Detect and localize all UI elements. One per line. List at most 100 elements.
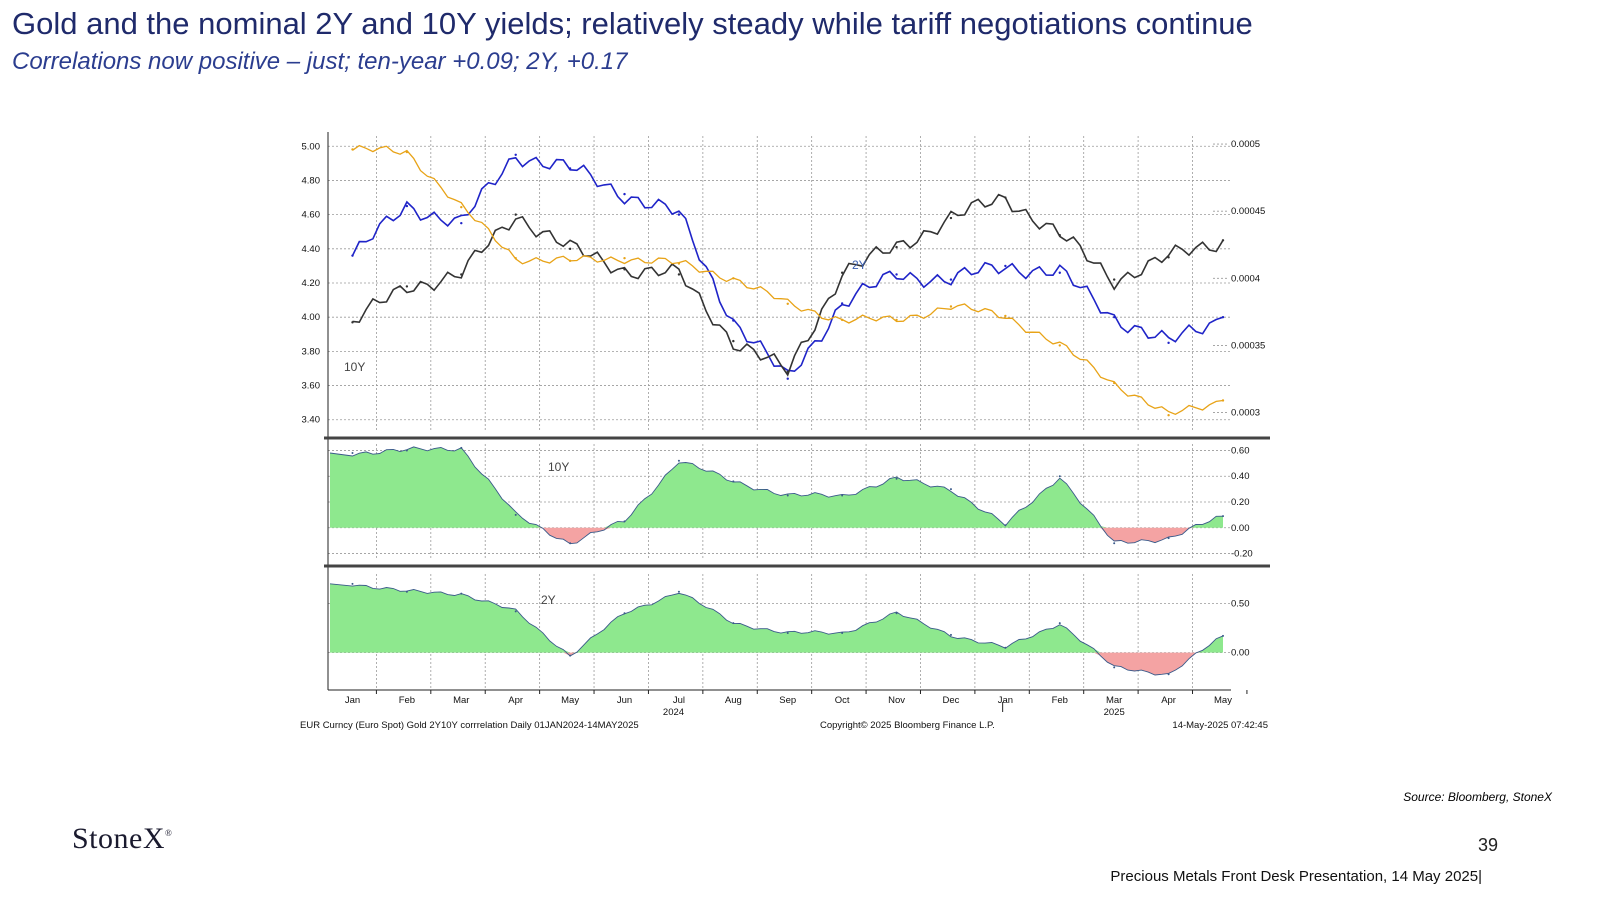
data-point <box>514 256 517 260</box>
corr-2y-point <box>895 612 898 615</box>
series-line-10y <box>352 193 1224 377</box>
left-axis-tick-label: 4.80 <box>302 175 321 186</box>
price-lines <box>351 144 1225 417</box>
data-point <box>732 319 735 322</box>
corr-2y-positive-area <box>330 583 1223 653</box>
corr-10y-point <box>623 520 626 523</box>
corr-10y-point <box>1167 537 1170 540</box>
x-tick-label: May <box>1214 695 1232 706</box>
data-point <box>568 259 572 263</box>
corr-10y-point <box>841 494 844 497</box>
data-point <box>677 213 681 216</box>
logo-text: StoneX <box>72 822 165 855</box>
corr-10y-point <box>569 542 572 545</box>
data-point <box>514 213 517 216</box>
x-tick-label: Jan <box>345 695 360 706</box>
data-point <box>895 318 898 322</box>
data-point <box>1221 239 1225 242</box>
data-point <box>623 192 626 196</box>
corr-2y-tick-label: 0.00 <box>1231 648 1250 659</box>
corr-10y-tick-label: 0.40 <box>1231 471 1250 482</box>
data-point <box>1058 271 1061 274</box>
x-tick-label: Feb <box>1052 695 1068 706</box>
corr-10y-line <box>329 446 1224 545</box>
series-line-right-axis <box>352 144 1224 416</box>
data-point <box>623 256 626 260</box>
annotation-2y-price: 2Y <box>852 258 867 272</box>
data-point <box>949 216 953 220</box>
corr-2y-point <box>514 610 517 613</box>
data-point <box>460 221 463 225</box>
corr-2y-negative-area <box>330 652 1223 675</box>
source-note: Source: Bloomberg, StoneX <box>1403 790 1552 804</box>
data-point <box>677 273 681 276</box>
data-point <box>405 285 409 288</box>
corr-10y-point <box>895 477 898 480</box>
x-tick-label: Jul <box>673 695 685 706</box>
corr-10y-point <box>1222 515 1224 518</box>
left-axis-tick-label: 3.80 <box>302 346 321 357</box>
slide-subtitle: Correlations now positive – just; ten-ye… <box>12 48 628 75</box>
bloomberg-chart: 5.00 4.80 4.60 4.40 4.20 4.00 3.80 3.60 3.40 0.00… <box>300 132 1270 731</box>
data-point <box>568 167 572 170</box>
data-point <box>677 262 681 265</box>
data-point <box>949 305 953 308</box>
year-label-2025: 2025 <box>1104 707 1125 718</box>
corr-2y-tick-label: 0.50 <box>1231 598 1250 609</box>
stonex-logo: StoneX® <box>72 822 172 856</box>
data-point <box>405 150 409 154</box>
data-point <box>840 271 844 274</box>
data-point <box>895 245 898 249</box>
x-tick-label: Oct <box>835 695 850 706</box>
data-point <box>786 377 789 380</box>
corr-10y-point <box>1113 542 1116 545</box>
corr-2y-point <box>623 612 626 615</box>
x-tick-label: Mar <box>453 695 469 706</box>
x-tick-label: May <box>561 695 579 706</box>
corr-2y-point <box>1222 634 1224 637</box>
x-tick-label: Dec <box>943 695 960 706</box>
corr-2y-point <box>1058 622 1061 625</box>
corr-10y-negative-area <box>330 527 1223 544</box>
corr-10y-tick-label: 0.20 <box>1231 497 1250 508</box>
x-tick-label: Nov <box>888 695 905 706</box>
corr-10y-point <box>949 488 952 491</box>
left-axis-tick-label: 4.40 <box>302 244 321 255</box>
footer-text: Precious Metals Front Desk Presentation,… <box>1110 868 1482 885</box>
annotation-2y-corr: 2Y <box>541 593 556 607</box>
corr-10y-point <box>405 449 408 452</box>
data-point <box>405 204 409 208</box>
corr-10y-point <box>786 494 789 497</box>
data-point <box>1112 381 1116 385</box>
corr-10y-point <box>1004 524 1007 527</box>
slide-title: Gold and the nominal 2Y and 10Y yields; … <box>12 6 1253 41</box>
data-point <box>1004 264 1007 268</box>
data-point <box>786 370 789 374</box>
x-tick-label: Aug <box>725 695 742 706</box>
chart-footer-left: EUR Curncy (Euro Spot) Gold 2Y10Y corrre… <box>300 720 639 731</box>
left-axis-tick-label: 5.00 <box>302 141 321 152</box>
corr-10y-tick-label: 0.60 <box>1231 445 1250 456</box>
corr-2y-point <box>1004 646 1007 649</box>
right-axis-tick-label: 0.0005 <box>1231 139 1260 150</box>
left-axis-tick-label: 3.40 <box>302 415 321 426</box>
data-point <box>1167 414 1170 417</box>
data-point <box>1112 315 1116 319</box>
chart-frame <box>324 132 1270 712</box>
corr-10y-positive-area <box>330 446 1223 528</box>
series-line-2y <box>351 156 1224 373</box>
corr-2y-point <box>841 631 844 634</box>
data-point <box>949 278 953 281</box>
data-point <box>1004 314 1007 318</box>
logo-mark: ® <box>165 828 173 838</box>
corr-10y-point <box>514 513 517 516</box>
x-tick-label: Jan <box>998 695 1013 706</box>
x-tick-label: Apr <box>1161 695 1176 706</box>
corr-2y-point <box>786 631 789 634</box>
x-tick-label: Mar <box>1106 695 1122 706</box>
x-tick-label: Jun <box>617 695 632 706</box>
data-point <box>623 268 626 271</box>
data-point <box>460 273 463 276</box>
data-point <box>732 339 735 343</box>
axis-tick-labels: 5.00 4.80 4.60 4.40 4.20 4.00 3.80 3.60 3.40 0.00… <box>302 139 1266 718</box>
